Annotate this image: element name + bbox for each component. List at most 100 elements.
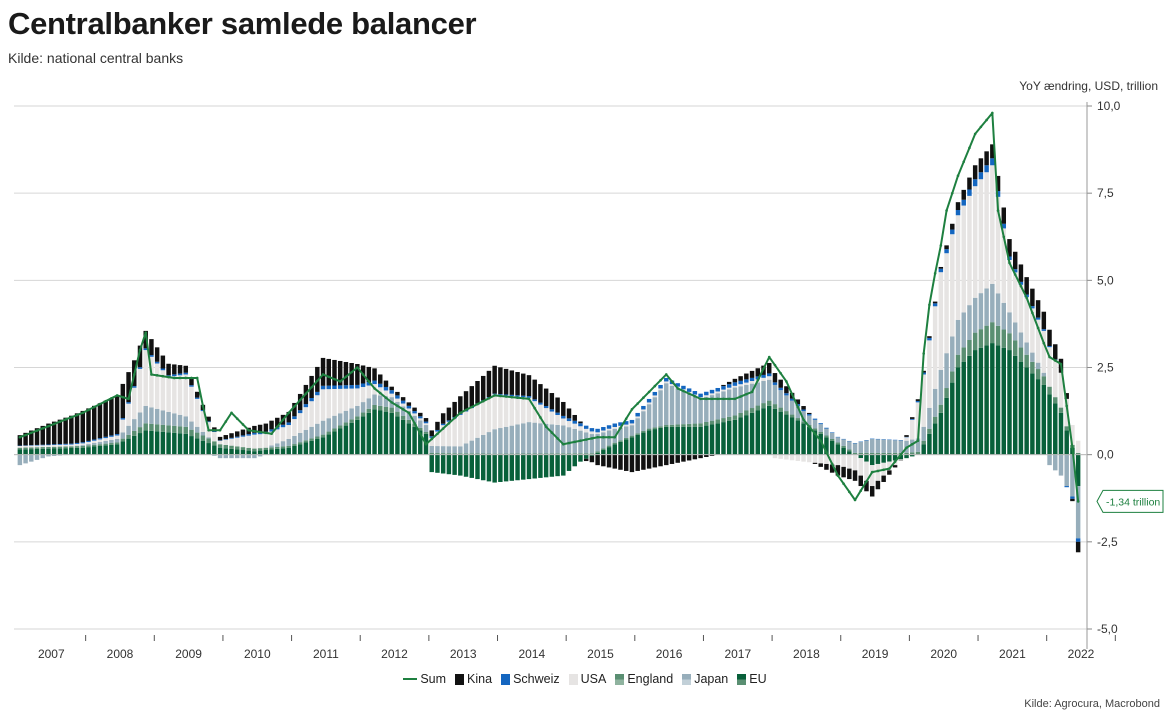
bar-eng [812,428,818,431]
x-tick-label: 2010 [244,647,271,661]
bar-ch [972,179,978,187]
bar-eu [646,430,652,455]
bar-eng [595,451,600,453]
sum-point [401,408,405,411]
bar-eng [1018,347,1024,362]
sum-point [670,380,674,383]
bar-cn [320,357,326,386]
bar-eu [480,454,486,481]
bar-cn [915,399,921,401]
bar-eng [583,453,589,455]
sum-point [933,272,937,275]
bar-ch [652,391,658,396]
bar-eu [132,435,137,455]
legend-swatch-japan [682,673,692,685]
sum-point [962,160,966,164]
bar-eu [51,448,57,455]
sum-point [310,385,313,389]
bar-cn [1030,288,1035,307]
bar-eu [303,442,309,455]
end-annotation-box [1096,489,1164,513]
bar-eu [383,411,389,455]
bar-usa [875,463,881,481]
bar-usa [927,340,932,408]
bar-cn [778,379,783,388]
bar-cn [521,373,526,396]
bar-usa [292,419,297,436]
bar-cn [406,402,412,406]
sum-point [910,442,914,446]
bar-jp [1070,454,1075,497]
bar-jp [51,454,57,456]
bar-usa [801,454,806,462]
bar-jp [629,425,635,436]
sum-point [121,395,125,399]
bar-cn [744,373,749,380]
bar-jp [1075,486,1081,539]
bar-jp [595,434,600,452]
bar-jp [343,410,349,423]
bar-eu [589,454,595,456]
bar-eng [715,419,720,424]
sum-point [727,397,731,401]
bar-eu [223,448,229,455]
bar-jp [154,408,160,425]
bar-usa [275,429,280,444]
bar-jp [767,379,772,401]
bar-eng [229,445,234,449]
bar-eng [326,431,331,435]
bar-jp [1018,332,1024,348]
bar-eng [858,452,863,455]
bar-jp [852,443,858,453]
bar-jp [326,418,331,432]
bar-cn [349,363,354,386]
sum-point [64,418,67,421]
bar-ch [915,400,921,403]
bar-cn [938,266,944,269]
bar-jp [921,426,926,441]
bar-cn [160,355,166,369]
bar-ch [955,210,961,216]
sum-point [356,366,359,369]
bar-eu [698,426,703,455]
bar-eng [1058,407,1064,413]
bar-ch [383,386,389,391]
bar-jp [1041,372,1047,377]
bar-eu [463,454,469,477]
bar-cn [1053,344,1058,360]
bar-jp [967,305,972,340]
sum-point [167,375,170,379]
bar-usa [97,439,103,443]
bar-eng [149,423,154,431]
sum-point [35,429,39,432]
bar-eng [927,428,932,434]
bar-eu [532,454,537,479]
bar-eu [355,419,360,455]
bar-jp [360,402,366,413]
bar-ch [1075,538,1081,542]
sum-point [865,480,868,483]
bar-usa [715,391,720,394]
bar-eu [858,454,863,459]
bar-usa [46,445,51,447]
bar-eu [744,415,749,455]
sum-point [842,482,845,486]
bar-ch [726,384,732,388]
bar-cn [984,151,989,166]
sum-point [607,435,611,439]
bar-ch [435,429,440,432]
sum-point [825,451,828,454]
sum-point [905,446,908,449]
bar-ch [69,443,74,445]
bar-eu [1064,430,1069,455]
bar-usa [950,234,955,337]
bar-eng [612,442,618,445]
bar-usa [915,402,921,439]
bar-ch [320,385,326,390]
sum-point [150,373,153,376]
bar-usa [229,438,234,446]
bar-eu [475,454,480,480]
bar-cn [63,417,68,444]
bar-cn [829,464,835,473]
bar-ch [91,439,97,441]
